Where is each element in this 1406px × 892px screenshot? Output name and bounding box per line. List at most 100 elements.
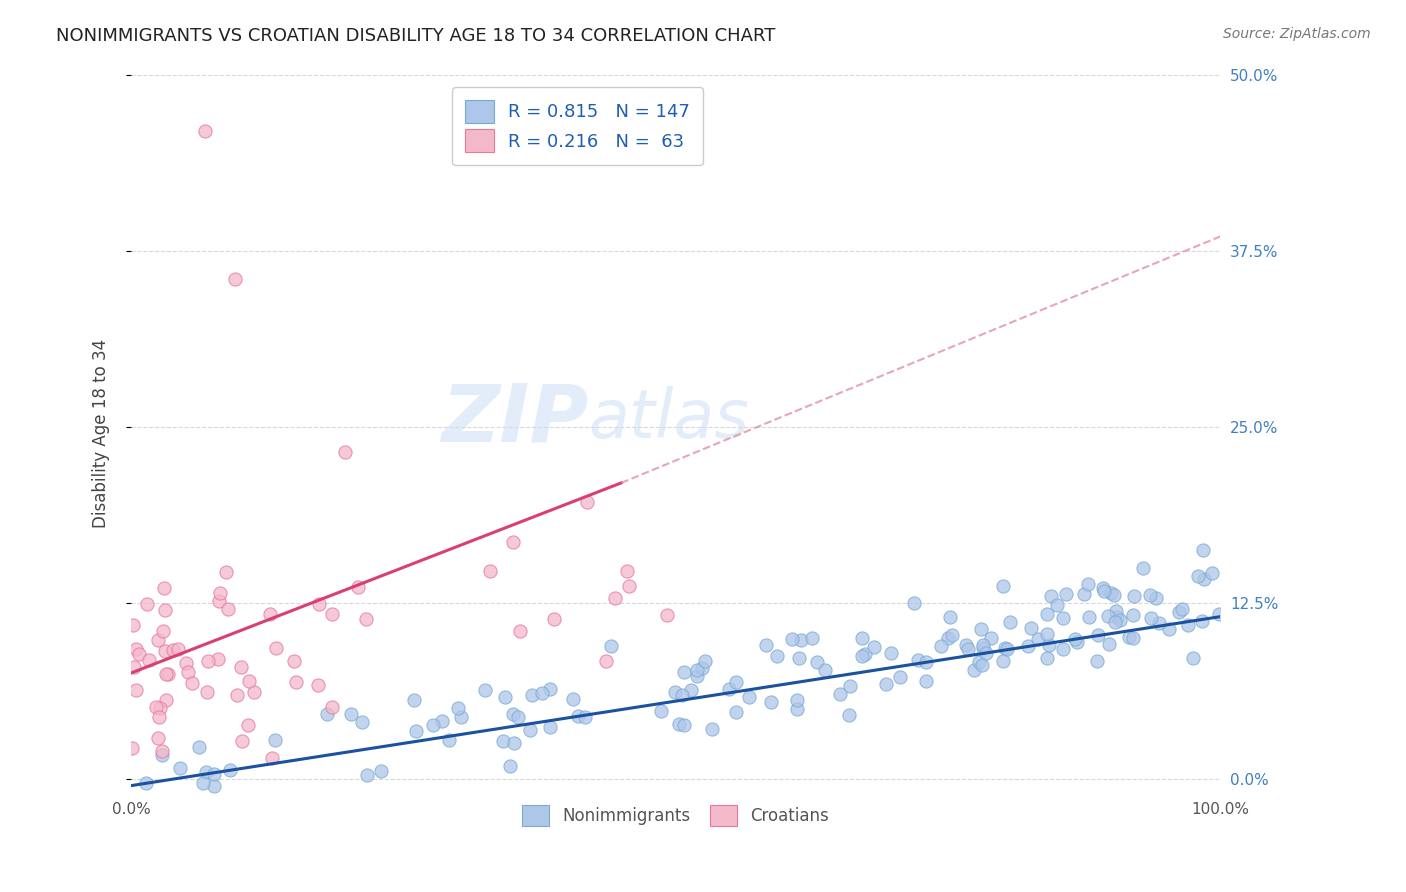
Point [786,693,808,707]
Point [315,706,337,721]
Point [717,681,740,696]
Point [599,639,621,653]
Point [499,758,522,772]
Point [991,655,1014,669]
Point [167,642,190,657]
Point [1168,605,1191,619]
Point [838,708,860,723]
Point [121,740,143,755]
Point [1052,611,1074,625]
Point [576,495,599,509]
Point [437,732,460,747]
Point [603,591,626,605]
Point [692,661,714,675]
Point [1104,615,1126,630]
Point [155,692,177,706]
Point [1208,607,1230,622]
Point [1099,586,1122,600]
Point [1077,610,1099,624]
Point [229,660,252,674]
Point [1139,588,1161,602]
Point [238,673,260,688]
Point [308,597,330,611]
Point [284,675,307,690]
Point [447,701,470,715]
Text: atlas: atlas [589,386,749,452]
Point [754,638,776,652]
Point [619,579,641,593]
Point [1036,627,1059,641]
Point [574,710,596,724]
Text: NONIMMIGRANTS VS CROATIAN DISABILITY AGE 18 TO 34 CORRELATION CHART: NONIMMIGRANTS VS CROATIAN DISABILITY AGE… [56,27,776,45]
Point [939,610,962,624]
Point [790,632,813,647]
Point [1087,628,1109,642]
Point [202,779,225,793]
Point [450,710,472,724]
Point [138,653,160,667]
Point [1046,598,1069,612]
Point [519,723,541,737]
Point [191,776,214,790]
Point [231,733,253,747]
Point [838,679,860,693]
Point [502,706,524,721]
Point [780,632,803,646]
Point [1177,618,1199,632]
Point [938,631,960,645]
Point [1085,654,1108,668]
Point [1201,566,1223,581]
Point [970,657,993,672]
Point [340,707,363,722]
Point [146,731,169,746]
Point [672,718,695,732]
Point [1140,611,1163,625]
Point [650,704,672,718]
Point [994,641,1017,656]
Point [766,648,789,663]
Point [356,768,378,782]
Point [814,663,837,677]
Point [681,682,703,697]
Point [494,690,516,704]
Point [347,580,370,594]
Point [224,271,246,285]
Point [724,705,747,719]
Point [1092,584,1115,599]
Text: Source: ZipAtlas.com: Source: ZipAtlas.com [1223,27,1371,41]
Point [370,764,392,778]
Point [1147,615,1170,630]
Point [153,644,176,658]
Text: ZIP: ZIP [441,380,589,458]
Point [1104,604,1126,618]
Point [156,667,179,681]
Point [430,714,453,728]
Point [522,688,544,702]
Point [169,761,191,775]
Point [152,624,174,638]
Point [969,655,991,669]
Point [880,646,903,660]
Point [1192,572,1215,586]
Point [150,744,173,758]
Point [135,775,157,789]
Point [787,650,810,665]
Point [907,653,929,667]
Point [128,647,150,661]
Point [509,624,531,638]
Point [1036,607,1059,622]
Point [862,640,884,655]
Point [122,617,145,632]
Point [146,632,169,647]
Point [995,641,1018,656]
Point [1038,638,1060,652]
Point [853,647,876,661]
Point [851,649,873,664]
Point [724,675,747,690]
Legend: Nonimmigrants, Croatians: Nonimmigrants, Croatians [515,797,838,835]
Point [209,586,232,600]
Point [998,615,1021,629]
Point [668,717,690,731]
Point [404,693,426,707]
Point [1171,602,1194,616]
